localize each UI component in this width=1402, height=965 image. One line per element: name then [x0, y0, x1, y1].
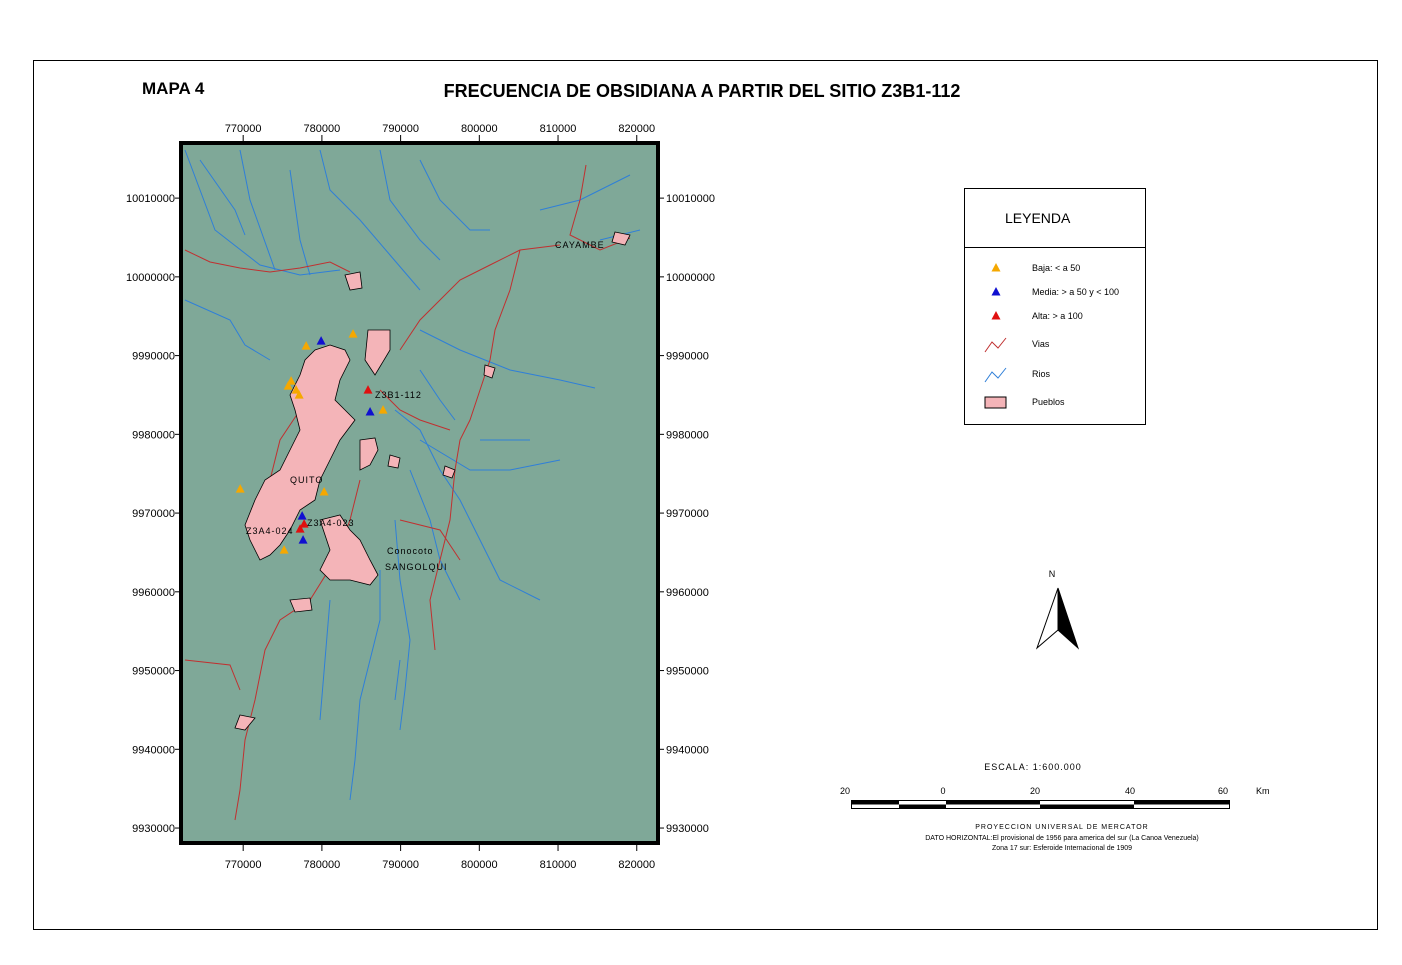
y-tick-label: 10000000	[126, 272, 175, 284]
map	[181, 143, 658, 843]
site-marker	[316, 336, 326, 345]
scale-unit: Km	[1256, 786, 1270, 796]
town-label: CAYAMBE	[555, 240, 605, 250]
legend-town-symbol	[984, 396, 1007, 409]
site-marker	[295, 524, 305, 533]
site-marker	[291, 385, 301, 394]
site-marker	[299, 519, 309, 528]
map-frame	[179, 141, 660, 845]
x-tick-label: 780000	[304, 859, 341, 871]
site-marker	[365, 407, 375, 416]
legend-label: Vias	[1032, 339, 1050, 349]
y-tick-label: 10010000	[666, 193, 715, 205]
y-tick-label: 9950000	[666, 666, 709, 678]
y-tick-label: 9970000	[666, 508, 709, 520]
page-border	[33, 60, 1378, 930]
north-label: N	[1049, 569, 1056, 579]
y-tick-label: 9970000	[132, 508, 175, 520]
town-label: Conocoto	[387, 546, 434, 556]
legend-label: Baja: < a 50	[1032, 263, 1080, 273]
x-tick-label: 770000	[225, 123, 262, 135]
legend-box	[964, 188, 1146, 425]
y-tick-label: 9990000	[132, 351, 175, 363]
scale-label: 40	[1125, 786, 1135, 796]
legend-river-symbol	[984, 367, 1007, 383]
scale-label: 60	[1218, 786, 1228, 796]
projection-note: PROYECCION UNIVERSAL DE MERCATOR	[975, 824, 1148, 831]
map-number: MAPA 4	[142, 79, 205, 98]
legend: LEYENDA Vias Rios Pueblos	[964, 188, 1146, 425]
rivers	[184, 149, 641, 801]
scale-label: 20	[840, 786, 850, 796]
y-tick-label: 10010000	[126, 193, 175, 205]
site-marker	[235, 484, 245, 493]
y-tick-label: 9980000	[666, 429, 709, 441]
y-tick-label: 9930000	[132, 823, 175, 835]
projection-note: Zona 17 sur: Esferoide Internacional de …	[992, 845, 1132, 852]
y-tick-label: 9960000	[132, 587, 175, 599]
site-marker	[297, 511, 307, 520]
x-tick-label: 790000	[382, 859, 419, 871]
scale-title: ESCALA: 1:600.000	[984, 762, 1082, 772]
y-tick-label: 9940000	[666, 744, 709, 756]
site-marker	[279, 545, 289, 554]
scale-label: 20	[1030, 786, 1040, 796]
site-marker	[378, 405, 388, 414]
site-label: Z3A4-023	[307, 518, 355, 528]
site-marker	[294, 390, 304, 399]
site-marker	[363, 385, 373, 394]
site-label: Z3B1-112	[375, 390, 422, 400]
y-tick-label: 9930000	[666, 823, 709, 835]
x-tick-label: 810000	[540, 123, 577, 135]
site-marker	[301, 341, 311, 350]
legend-site-symbol	[991, 287, 1001, 296]
y-tick-label: 10000000	[666, 272, 715, 284]
legend-label: Alta: > a 100	[1032, 311, 1083, 321]
legend-title: LEYENDA	[1005, 210, 1071, 226]
legend-label: Media: > a 50 y < 100	[1032, 287, 1119, 297]
y-tick-label: 9940000	[132, 744, 175, 756]
town-label: SANGOLQUI	[385, 562, 448, 572]
y-tick-label: 9980000	[132, 429, 175, 441]
x-tick-label: 790000	[382, 123, 419, 135]
x-tick-label: 820000	[618, 859, 655, 871]
legend-site-symbol	[991, 311, 1001, 320]
site-marker	[319, 487, 329, 496]
north-arrow: N	[1035, 569, 1080, 650]
town-label: QUITO	[290, 475, 323, 485]
site-label: Z3A4-024	[246, 526, 294, 536]
legend-label: Rios	[1032, 369, 1051, 379]
legend-road-symbol	[984, 337, 1007, 353]
y-tick-label: 9960000	[666, 587, 709, 599]
x-tick-label: 800000	[461, 123, 498, 135]
title: FRECUENCIA DE OBSIDIANA A PARTIR DEL SIT…	[444, 81, 961, 101]
towns	[234, 231, 631, 731]
scale-bar: ESCALA: 1:600.000 20 0 20 40 60 Km PROYE…	[840, 762, 1270, 852]
scale-label: 0	[940, 786, 945, 796]
x-tick-label: 810000	[540, 859, 577, 871]
x-tick-label: 780000	[304, 123, 341, 135]
y-tick-label: 9990000	[666, 351, 709, 363]
site-marker	[298, 535, 308, 544]
site-marker	[348, 329, 358, 338]
y-tick-label: 9950000	[132, 666, 175, 678]
site-marker	[283, 381, 293, 390]
legend-site-symbol	[991, 263, 1001, 272]
projection-note: DATO HORIZONTAL:El provisional de 1956 p…	[925, 835, 1199, 842]
x-tick-label: 800000	[461, 859, 498, 871]
legend-label: Pueblos	[1032, 397, 1065, 407]
x-tick-label: 770000	[225, 859, 262, 871]
x-tick-label: 820000	[618, 123, 655, 135]
